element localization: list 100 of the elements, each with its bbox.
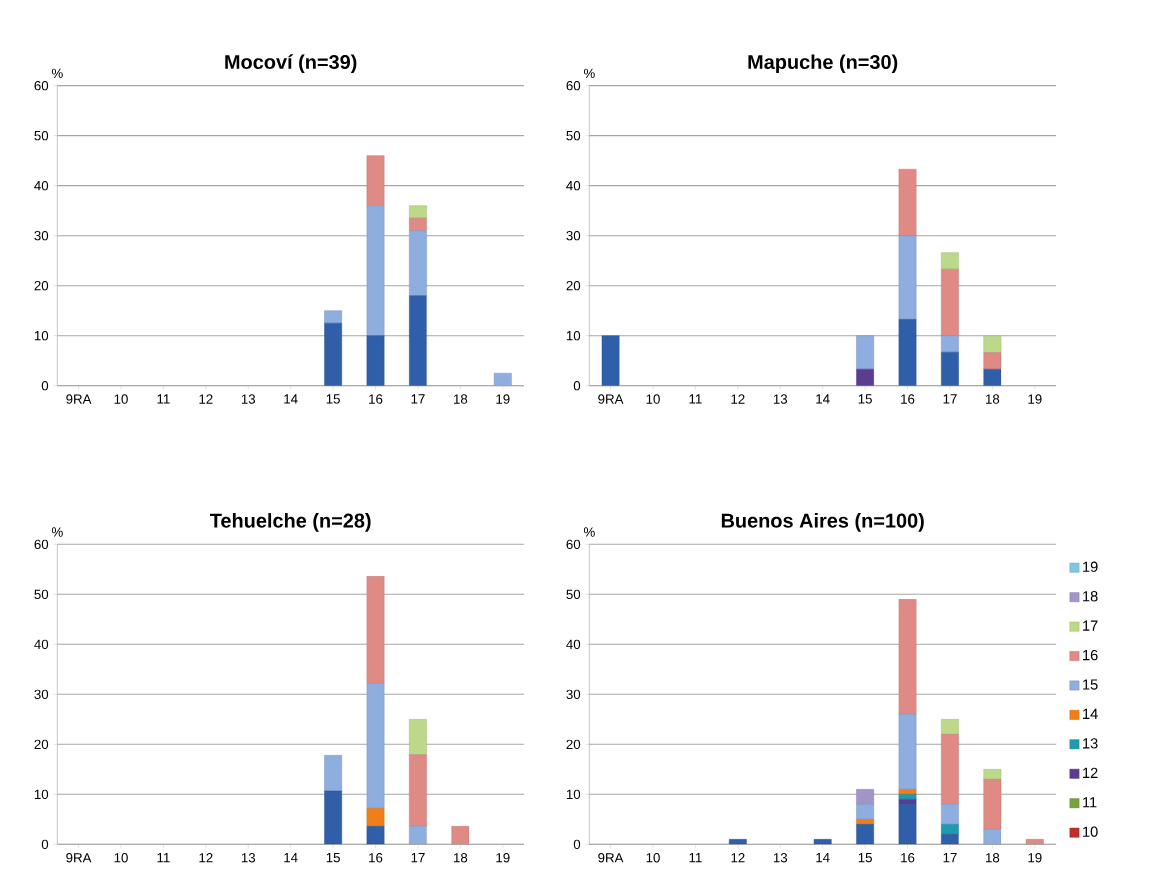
legend-label: 11	[1083, 797, 1097, 808]
bar	[409, 719, 427, 756]
bar	[366, 683, 385, 809]
y-tick-label: 30	[34, 689, 49, 700]
x-tick-label: 9RA	[66, 853, 92, 863]
x-tick-label: 14	[816, 394, 830, 404]
y-axis-title: %	[51, 68, 63, 78]
bar	[983, 368, 1002, 386]
y-axis-title: %	[583, 527, 595, 537]
y-tick-label: 0	[573, 839, 581, 850]
y-tick-label: 20	[566, 739, 581, 750]
bar	[898, 804, 917, 845]
chart-title: Buenos Aires (n=100)	[721, 513, 924, 532]
bar	[983, 829, 1002, 845]
x-tick-label: 9RA	[66, 394, 92, 404]
y-tick-label: 20	[34, 280, 49, 291]
bar	[983, 335, 1002, 353]
bar	[941, 719, 959, 735]
y-tick-label: 20	[566, 280, 581, 291]
x-tick-label: 15	[326, 853, 340, 863]
bar	[941, 252, 959, 270]
chart-title: Tehuelche (n=28)	[209, 513, 371, 532]
bar	[941, 734, 959, 805]
bar	[856, 368, 874, 386]
bar	[324, 310, 342, 324]
x-tick-label: 18	[986, 394, 1000, 404]
bar	[941, 335, 959, 353]
y-tick-label: 10	[566, 330, 581, 341]
legend-label: 18	[1083, 591, 1098, 602]
bar	[983, 352, 1002, 370]
x-tick-label: 12	[199, 394, 213, 404]
x-tick-label: 10	[114, 853, 128, 863]
bar	[898, 235, 917, 320]
x-tick-label: 14	[284, 853, 298, 863]
x-tick-label: 12	[731, 853, 745, 863]
x-tick-label: 12	[731, 394, 745, 404]
x-tick-label: 11	[157, 394, 170, 404]
y-tick-label: 10	[34, 330, 49, 341]
y-tick-label: 0	[41, 380, 49, 391]
bar	[941, 268, 959, 336]
x-tick-label: 17	[943, 853, 957, 863]
bar	[366, 808, 385, 827]
bar	[409, 754, 427, 827]
bar	[366, 826, 385, 845]
bar	[493, 372, 512, 386]
y-tick-label: 0	[41, 839, 49, 850]
y-tick-label: 30	[34, 230, 49, 241]
x-tick-label: 18	[986, 853, 1000, 863]
legend-label: 17	[1083, 620, 1098, 631]
bar	[324, 322, 342, 386]
y-tick-label: 50	[566, 130, 581, 141]
bar	[856, 819, 874, 825]
y-tick-label: 10	[566, 789, 581, 800]
y-tick-label: 40	[34, 180, 49, 191]
x-tick-label: 17	[411, 853, 425, 863]
bar	[409, 217, 427, 231]
bar	[601, 335, 620, 386]
bar	[856, 335, 874, 370]
bar	[856, 789, 874, 805]
x-tick-label: 10	[114, 394, 128, 404]
bar	[983, 769, 1002, 780]
x-tick-label: 13	[241, 853, 256, 863]
y-tick-label: 40	[34, 639, 49, 650]
bar	[856, 804, 874, 820]
y-tick-label: 30	[566, 689, 581, 700]
legend-label: 13	[1083, 738, 1098, 749]
x-tick-label: 19	[496, 853, 510, 863]
y-tick-label: 0	[573, 380, 581, 391]
bar	[366, 205, 385, 336]
x-tick-label: 13	[773, 853, 788, 863]
bar	[898, 714, 917, 790]
y-axis-title: %	[583, 68, 595, 78]
x-tick-label: 16	[369, 853, 383, 863]
x-tick-label: 19	[1028, 394, 1042, 404]
y-tick-label: 30	[566, 230, 581, 241]
bar	[409, 205, 427, 219]
chart-title: Mapuche (n=30)	[748, 54, 898, 73]
x-tick-label: 14	[284, 394, 298, 404]
x-tick-label: 12	[199, 853, 213, 863]
bar	[366, 576, 385, 684]
x-tick-label: 17	[943, 394, 957, 404]
bar	[898, 599, 917, 715]
x-tick-label: 10	[646, 394, 660, 404]
y-tick-label: 50	[566, 589, 581, 600]
x-tick-label: 18	[454, 394, 468, 404]
bar	[409, 295, 427, 386]
x-tick-label: 14	[816, 853, 830, 863]
bar	[898, 789, 917, 795]
y-tick-label: 40	[566, 180, 581, 191]
y-tick-label: 60	[34, 80, 49, 91]
x-tick-label: 13	[241, 394, 256, 404]
x-tick-label: 15	[858, 394, 872, 404]
bar	[366, 155, 385, 206]
y-tick-label: 60	[566, 80, 581, 91]
bar	[983, 779, 1002, 830]
y-tick-label: 10	[34, 789, 49, 800]
x-tick-label: 11	[689, 853, 702, 863]
bar	[366, 335, 385, 386]
legend-label: 19	[1083, 561, 1098, 572]
x-tick-label: 13	[773, 394, 788, 404]
